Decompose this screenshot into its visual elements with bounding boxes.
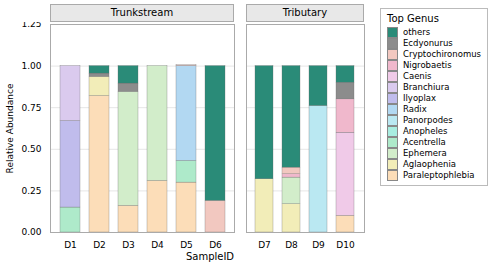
html-text:Nigrobaetis: Nigrobaetis (403, 60, 452, 70)
svg-text:1.25: 1.25 (21, 22, 41, 29)
html-text:Ilyoplax: Ilyoplax (403, 93, 437, 103)
svg-text:D6: D6 (209, 240, 222, 250)
html-text:Acentrella: Acentrella (403, 137, 446, 147)
html-text:Panorpodes: Panorpodes (403, 115, 453, 125)
svg-text:0.75: 0.75 (21, 103, 41, 113)
svg-text:D1: D1 (64, 240, 77, 250)
html-text:SampleID: SampleID (185, 251, 235, 262)
svg-text:D2: D2 (93, 240, 106, 250)
svg-text:D9: D9 (312, 240, 325, 250)
svg-text:D5: D5 (180, 240, 193, 250)
html-text:others: others (403, 27, 431, 37)
html-text:Cryptochironomus: Cryptochironomus (403, 49, 481, 59)
svg-text:0.25: 0.25 (21, 186, 41, 196)
svg-text:D8: D8 (285, 240, 298, 250)
html-text:Branchiura: Branchiura (403, 82, 450, 92)
svg-text:D3: D3 (122, 240, 135, 250)
html-text:Ephemera: Ephemera (403, 148, 447, 158)
svg-text:D10: D10 (336, 240, 355, 250)
svg-text:D7: D7 (258, 240, 271, 250)
html-text:Anopheles: Anopheles (403, 126, 448, 136)
html-text:Caenis: Caenis (403, 71, 432, 81)
html-text:Radix: Radix (403, 104, 427, 114)
html-text:Paraleptophlebia: Paraleptophlebia (403, 170, 475, 180)
svg-text:0.50: 0.50 (21, 144, 41, 154)
html-text:Top Genus: Top Genus (387, 13, 439, 24)
svg-text:0.00: 0.00 (21, 227, 41, 237)
svg-text:1.00: 1.00 (21, 61, 41, 71)
svg-text:D4: D4 (151, 240, 164, 250)
html-text:Aglaophenia: Aglaophenia (403, 159, 456, 169)
html-text:Tributary: Tributary (282, 7, 328, 18)
html-text:Trunkstream: Trunkstream (110, 7, 174, 18)
svg-text:Relative Abundance: Relative Abundance (5, 83, 15, 173)
html-text:Ecdyonurus: Ecdyonurus (403, 38, 453, 48)
